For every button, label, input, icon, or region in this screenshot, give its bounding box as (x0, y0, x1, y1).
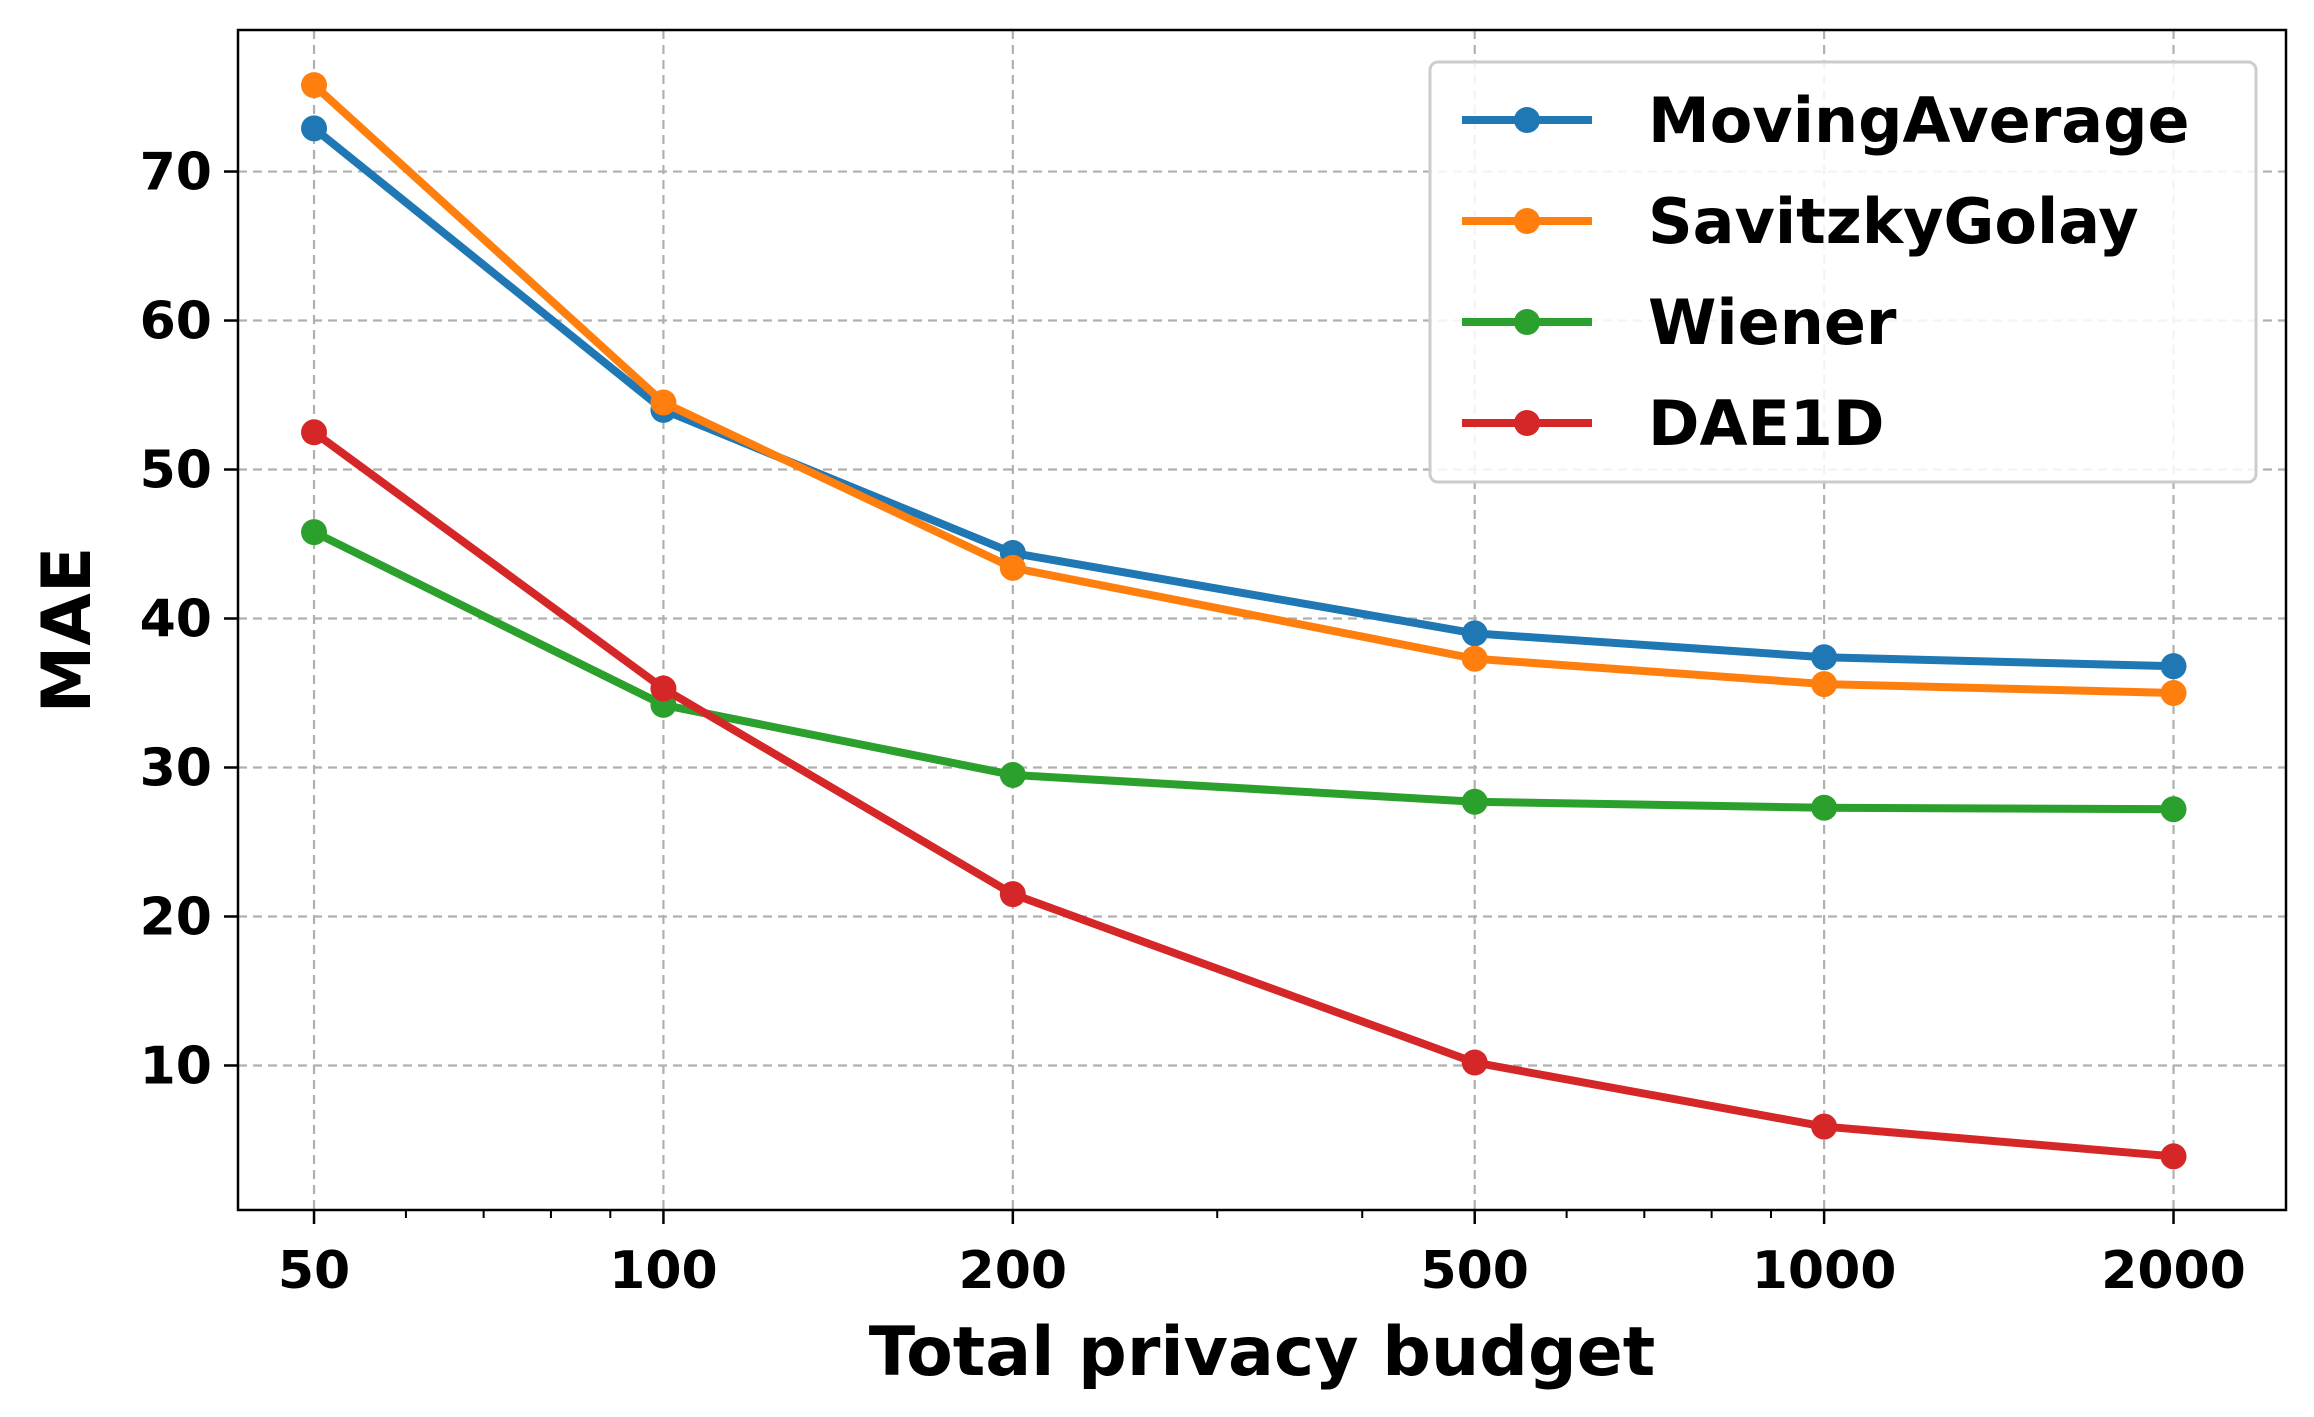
legend-label: SavitzkyGolay (1648, 185, 2139, 258)
x-tick-label: 200 (959, 1241, 1068, 1301)
x-tick-label: 100 (609, 1241, 718, 1301)
data-point (1811, 644, 1838, 671)
legend-box (1428, 60, 2258, 484)
data-point (1811, 1113, 1838, 1140)
data-point (999, 761, 1026, 788)
y-tick-label: 30 (140, 739, 212, 799)
data-point (2160, 1143, 2187, 1170)
series-dae1d (301, 419, 2187, 1170)
data-point (1461, 620, 1488, 647)
data-point (999, 881, 1026, 908)
series-line (310, 428, 2178, 1161)
legend-item: Wiener (1462, 286, 1897, 359)
data-point (999, 554, 1026, 581)
data-point (1811, 794, 1838, 821)
legend-marker (1514, 107, 1540, 133)
x-tick-label: 1000 (1752, 1241, 1897, 1301)
series-line (310, 124, 2178, 671)
series-layer (301, 72, 2187, 1170)
x-tick-label: 500 (1420, 1241, 1529, 1301)
y-tick-label: 10 (140, 1036, 212, 1096)
series-line (310, 528, 2178, 814)
y-tick-label: 70 (140, 143, 212, 203)
data-point (1461, 645, 1488, 672)
legend-label: Wiener (1648, 286, 1897, 359)
legend-marker (1514, 309, 1540, 335)
data-point (1811, 671, 1838, 698)
data-point (2160, 653, 2187, 680)
y-tick-label: 50 (140, 441, 212, 501)
data-point (301, 115, 328, 142)
y-tick-label: 60 (140, 292, 212, 352)
series-line (310, 81, 2178, 698)
data-point (301, 72, 328, 99)
y-tick-label: 40 (140, 590, 212, 650)
data-point (2160, 796, 2187, 823)
legend-marker (1514, 410, 1540, 436)
y-tick-label: 20 (140, 887, 212, 947)
legend: MovingAverage SavitzkyGolay Wiener DAE1D (1428, 60, 2258, 484)
series-savitzkygolay (301, 72, 2187, 707)
data-point (301, 519, 328, 546)
data-point (1461, 1049, 1488, 1076)
data-point (650, 389, 677, 416)
axis-ticks: 50 100 200 500 1000 2000 10 20 30 40 50 60 70 (140, 143, 2246, 1301)
plot-frame (236, 28, 2288, 1212)
series-wiener (301, 519, 2187, 823)
data-point (2160, 680, 2187, 707)
legend-item: SavitzkyGolay (1462, 185, 2139, 258)
x-tick-label: 2000 (2101, 1241, 2246, 1301)
legend-marker (1514, 208, 1540, 234)
x-axis-title: Total privacy budget (869, 1313, 1656, 1392)
legend-item: DAE1D (1462, 387, 1884, 460)
y-axis-title: MAE (28, 547, 107, 714)
x-tick-label: 50 (278, 1241, 350, 1301)
data-point (301, 419, 328, 446)
legend-label: DAE1D (1648, 387, 1884, 460)
data-point (1461, 788, 1488, 815)
data-point (650, 675, 677, 702)
legend-item: MovingAverage (1462, 84, 2190, 157)
legend-label: MovingAverage (1648, 84, 2190, 157)
